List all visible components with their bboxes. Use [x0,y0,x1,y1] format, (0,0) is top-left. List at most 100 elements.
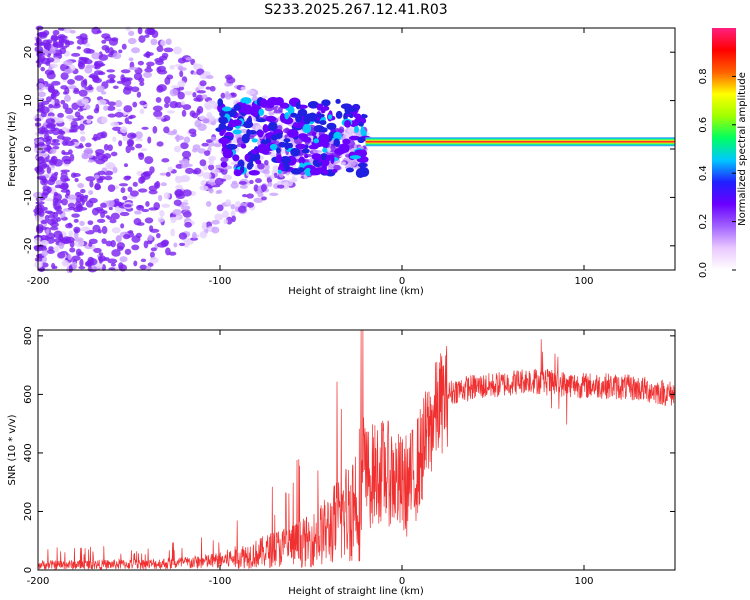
spectrogram-cell [138,35,146,43]
spectrogram-cell [157,69,168,75]
spectrogram-cell [140,258,147,263]
spectrogram-cell [172,46,182,55]
spectrogram-cell [51,127,61,136]
spectrogram-cell [129,114,136,119]
spectrogram-cell [155,116,165,120]
spectrogram-cell [73,237,84,242]
spectrogram-cell [258,108,265,116]
carrier-band [365,140,675,143]
spectrogram-cell [71,52,81,57]
spectrogram-cell [283,138,291,143]
spectrogram-cell [264,173,271,178]
spectrogram-y-label: Frequency (Hz) [7,111,18,187]
spectrogram-cell [81,98,89,105]
spectrogram-cell [50,148,57,154]
spectrogram-cell [139,100,147,106]
spectrogram-cell [168,251,177,256]
spectrogram-cell [137,152,144,158]
spectrogram-cell [157,194,163,202]
spectrogram-cell [311,153,322,161]
spectrogram-cell [52,265,58,270]
spectrogram-marks [33,25,675,274]
spectrogram-cell [106,105,116,111]
spectrogram-cell [148,189,158,195]
spectrogram-cell [61,136,72,142]
spectrogram-cell [348,106,358,112]
snr-y-label: SNR (10 * v/v) [7,414,18,485]
spectrogram-cell [147,234,153,241]
spectrogram-cell [86,119,92,124]
spectrogram-cell [46,249,55,254]
spectrogram-cell [331,168,338,174]
spectrogram-cell [169,64,175,70]
spectrogram-cell [182,104,192,111]
spectrogram-cell [135,143,143,149]
x-tick-label: 0 [399,276,405,287]
spectrogram-cell [335,110,343,119]
spectrogram-cell [139,81,145,87]
spectrogram-cell [240,128,248,134]
spectrogram-cell [110,212,120,220]
spectrogram-cell [196,68,205,76]
spectrogram-cell [137,205,143,209]
spectrogram-cell [257,143,269,154]
spectrogram-cell [178,86,185,91]
spectrogram-cell [150,38,158,46]
spectrogram-cell [134,138,144,142]
spectrogram-y-ticks: -20 -10 0 10 20 [23,46,675,254]
spectrogram-cell [278,141,287,148]
spectrogram-cell [50,63,59,68]
spectrogram-cell [163,192,171,200]
spectrogram-cell [173,145,182,153]
spectrogram-cell [220,92,226,99]
spectrogram-cell [121,43,127,50]
spectrogram-cell [123,163,129,168]
spectrogram-cell [45,197,54,202]
spectrogram-cell [244,136,250,142]
spectrogram-cell [120,187,126,194]
spectrogram-cell [132,101,138,108]
spectrogram-cell [210,136,217,141]
spectrogram-cell [86,115,94,120]
spectrogram-cell [128,57,134,62]
spectrogram-cell [37,127,46,135]
spectrogram-cell [149,228,160,233]
spectrogram-cell [205,139,213,143]
spectrogram-cell [297,167,305,173]
spectrogram-cell [34,46,44,53]
spectrogram-cell [268,111,275,116]
spectrogram-cell [88,242,93,247]
spectrogram-cell [130,86,140,93]
spectrogram-cell [108,47,114,55]
colorbar-tick-label: 0.2 [698,214,709,230]
spectrogram-cell [282,117,294,125]
spectrogram-cell [241,108,250,114]
spectrogram-cell [46,166,52,174]
spectrogram-cell [182,210,192,218]
spectrogram-cell [71,118,81,122]
spectrogram-cell [292,122,304,129]
colorbar-tick-label: 0.8 [698,68,709,84]
spectrogram-cell [118,262,124,270]
spectrogram-cell [88,197,98,204]
spectrogram-cell [104,47,110,54]
spectrogram-cell [60,99,66,105]
spectrogram-cell [149,251,155,258]
spectrogram-cell [131,235,141,243]
spectrogram-cell [251,138,258,143]
spectrogram-cell [247,130,258,135]
spectrogram-cell [153,110,163,118]
spectrogram-cell [52,42,59,48]
spectrogram-cell [233,169,243,177]
spectrogram-cell [185,57,193,61]
spectrogram-cell [208,158,214,166]
spectrogram-cell [209,85,216,92]
spectrogram-cell [150,247,157,252]
spectrogram-cell [202,225,207,230]
spectrogram-cell [199,230,208,239]
spectrogram-cell [191,112,199,119]
spectrogram-cell [68,149,73,155]
spectrogram-cell [128,66,138,71]
